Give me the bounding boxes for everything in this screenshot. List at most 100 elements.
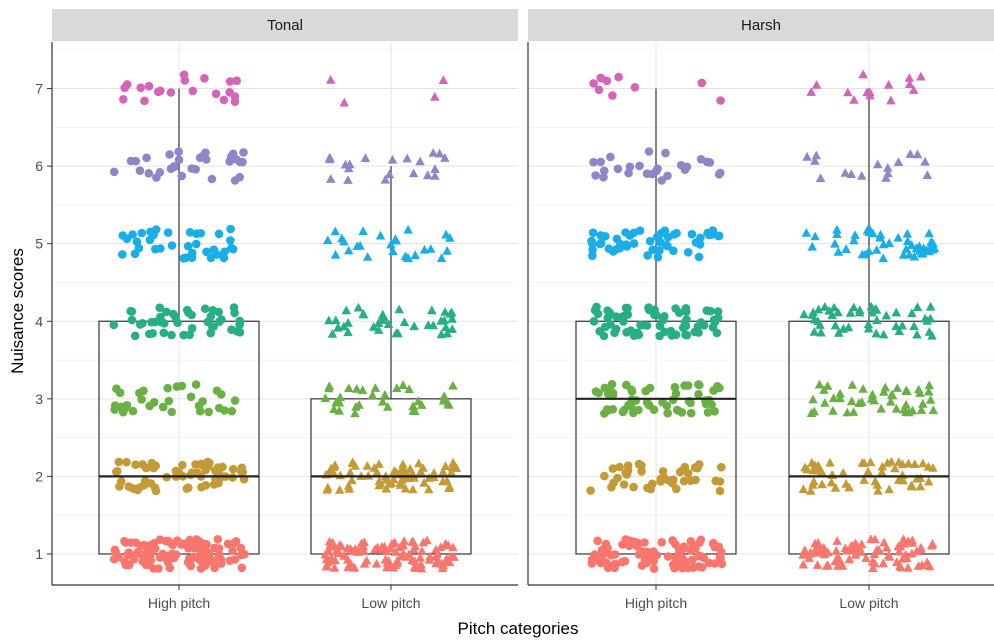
point-score-2	[894, 457, 904, 466]
point-score-2	[448, 457, 458, 467]
point-score-7	[697, 78, 707, 88]
point-score-5	[595, 239, 605, 249]
point-score-3	[842, 407, 852, 417]
point-score-6	[238, 157, 247, 167]
point-score-1	[237, 563, 247, 573]
point-score-2	[405, 463, 415, 473]
point-score-6	[613, 164, 623, 174]
y-tick-label: 1	[35, 546, 43, 562]
point-score-1	[819, 542, 829, 552]
point-score-1	[867, 557, 878, 566]
point-score-6	[606, 152, 615, 162]
point-score-3	[216, 390, 226, 399]
point-score-4	[368, 322, 379, 331]
point-score-6	[135, 166, 145, 175]
point-score-6	[440, 153, 450, 162]
y-axis: 1 2 3 4 5 6 7	[35, 81, 52, 562]
point-score-1	[321, 561, 332, 571]
point-score-4	[872, 315, 882, 325]
point-score-3	[819, 385, 829, 394]
point-score-2	[347, 458, 358, 467]
point-score-2	[424, 484, 434, 494]
point-score-1	[346, 559, 356, 569]
point-score-2	[613, 473, 622, 483]
y-tick-label: 2	[35, 468, 43, 484]
point-score-1	[144, 560, 154, 569]
point-score-1	[329, 563, 340, 572]
point-score-6	[228, 149, 238, 159]
point-score-6	[402, 153, 412, 163]
point-score-3	[191, 380, 201, 389]
point-score-5	[226, 224, 235, 234]
point-score-7	[140, 96, 149, 106]
point-score-1	[443, 540, 454, 550]
point-score-2	[186, 470, 195, 480]
point-score-3	[370, 383, 381, 392]
point-score-5	[330, 249, 341, 259]
point-score-3	[710, 407, 719, 416]
point-score-5	[344, 245, 354, 255]
point-score-4	[881, 310, 892, 320]
point-score-2	[429, 468, 439, 477]
point-score-1	[449, 552, 459, 561]
point-score-3	[329, 404, 339, 414]
point-score-1	[110, 545, 120, 555]
point-score-1	[633, 541, 642, 551]
point-score-1	[142, 542, 151, 552]
point-score-6	[591, 171, 600, 180]
point-score-4	[843, 322, 854, 332]
point-score-1	[913, 561, 924, 570]
point-score-3	[417, 400, 427, 409]
point-score-5	[426, 244, 436, 253]
point-score-5	[388, 246, 398, 256]
point-score-5	[137, 228, 147, 238]
point-score-7	[843, 87, 853, 97]
point-score-6	[657, 176, 666, 185]
point-score-5	[849, 235, 859, 245]
point-score-4	[135, 320, 145, 329]
point-score-1	[350, 544, 360, 554]
point-score-3	[444, 400, 454, 409]
point-score-1	[878, 558, 888, 568]
point-score-6	[360, 153, 371, 162]
point-score-3	[683, 381, 693, 390]
point-score-2	[817, 479, 827, 489]
point-score-1	[154, 564, 163, 573]
point-score-1	[805, 547, 816, 557]
point-score-4	[659, 315, 668, 325]
point-score-1	[114, 552, 123, 562]
point-score-1	[433, 557, 443, 567]
point-score-2	[608, 464, 618, 473]
point-score-5	[206, 253, 216, 263]
point-score-5	[655, 246, 664, 255]
point-score-2	[877, 461, 888, 471]
point-score-6	[599, 166, 609, 176]
point-score-7	[325, 75, 336, 84]
point-score-2	[810, 460, 820, 470]
point-score-1	[339, 550, 349, 560]
point-score-4	[341, 305, 352, 315]
point-score-2	[178, 460, 187, 470]
point-score-4	[623, 310, 632, 319]
point-score-4	[679, 323, 688, 333]
point-score-6	[202, 155, 211, 164]
point-score-2	[877, 467, 887, 476]
point-score-4	[682, 315, 691, 324]
point-score-4	[343, 317, 353, 327]
point-score-1	[121, 538, 130, 547]
point-score-4	[162, 307, 171, 317]
point-score-2	[825, 457, 835, 467]
point-score-6	[201, 148, 210, 157]
point-score-1	[868, 563, 878, 572]
point-score-4	[610, 328, 619, 338]
point-score-7	[144, 81, 154, 91]
point-score-3	[866, 393, 877, 403]
point-score-2	[374, 480, 384, 490]
point-score-4	[924, 327, 935, 336]
point-score-6	[387, 154, 398, 164]
point-score-3	[594, 388, 603, 398]
point-score-2	[403, 473, 414, 482]
point-score-4	[235, 316, 244, 326]
point-score-2	[859, 475, 869, 484]
